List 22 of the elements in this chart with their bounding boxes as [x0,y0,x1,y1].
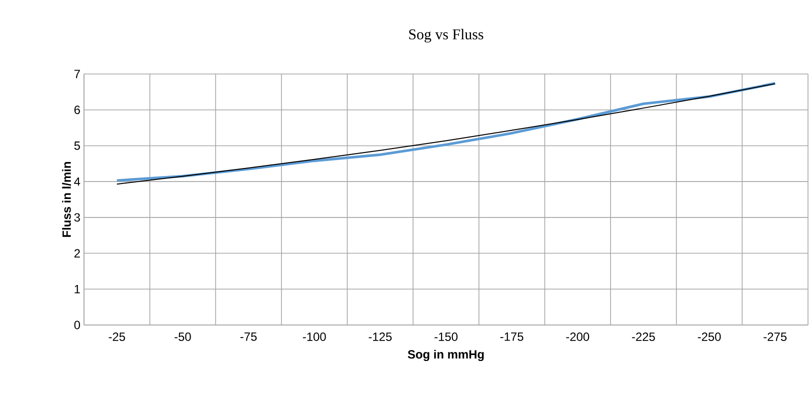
y-axis-title: Fluss in l/min [62,162,71,237]
x-tick-label: -275 [764,332,787,341]
x-tick-label: -175 [500,332,524,341]
y-tick-label: 0 [74,320,80,330]
y-tick-label: 7 [74,70,80,78]
x-tick-label: -100 [302,332,326,341]
y-tick-label: 2 [74,249,80,258]
y-tick-label: 5 [74,142,80,150]
x-tick-label: -25 [108,332,126,341]
x-tick-label: -200 [566,332,590,341]
x-tick-label: -50 [174,332,191,341]
y-tick-label: 4 [74,177,80,186]
x-tick-label: -225 [632,332,655,341]
y-tick-label: 3 [74,213,80,222]
x-axis-title: Sog in mmHg [408,350,484,362]
x-tick-label: -75 [240,332,257,341]
x-tick-label: -250 [698,332,721,341]
x-tick-label: -125 [368,332,392,341]
y-tick-label: 1 [74,285,80,294]
y-tick-label: 6 [74,106,80,114]
x-tick-label: -150 [434,332,458,341]
chart-title: Sog vs Fluss [409,28,484,42]
